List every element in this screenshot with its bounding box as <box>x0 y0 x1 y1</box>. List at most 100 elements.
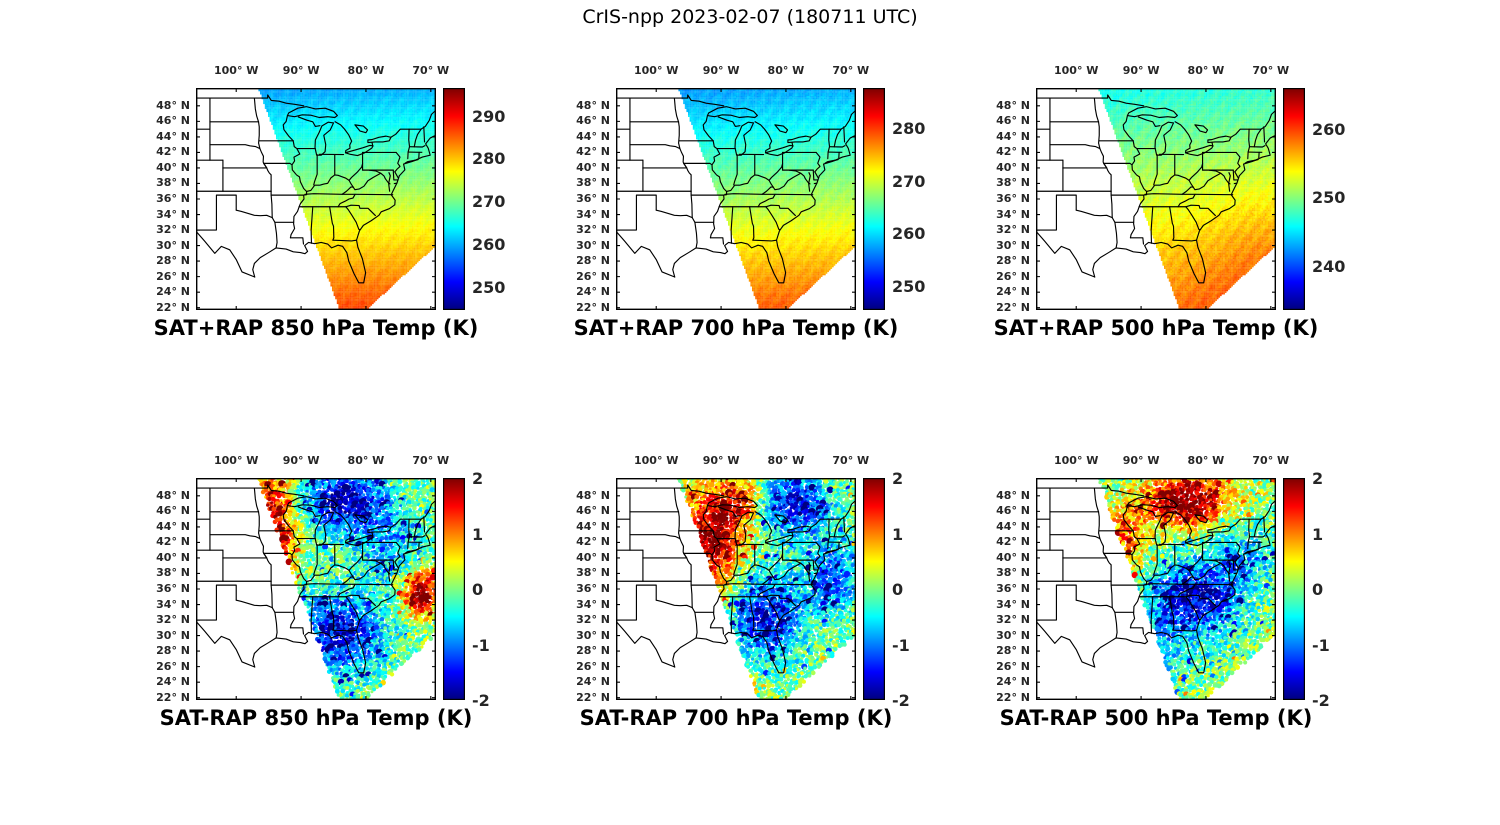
y-tick-label: 34° N <box>156 207 190 221</box>
x-tick-label: 100° W <box>213 454 259 467</box>
colorbar-tick-label: -2 <box>892 691 910 710</box>
y-tick-label: 28° N <box>576 254 610 268</box>
colorbar-tick-label: -2 <box>1312 691 1330 710</box>
colorbar-tick-label: 2 <box>892 469 904 488</box>
colorbar-tick-label: -1 <box>1312 635 1330 655</box>
x-tick-label: 70° W <box>832 64 870 77</box>
y-tick-label: 28° N <box>156 644 190 658</box>
colorbar-tick-label: 2 <box>1312 469 1324 488</box>
panel-sat-minus-rap-700: SAT-RAP 700 hPa Temp (K) 100° W 90° W 80° … <box>552 444 944 742</box>
y-tick-label: 48° N <box>996 488 1030 502</box>
x-tick-label: 70° W <box>412 454 450 467</box>
colorbar-tick-label: 2 <box>472 469 484 488</box>
y-tick-label: 26° N <box>996 269 1030 283</box>
colorbar-tick-label: -1 <box>892 635 910 655</box>
y-tick-label: 24° N <box>576 285 610 299</box>
colorbar-canvas <box>1283 478 1305 700</box>
y-tick-label: 36° N <box>576 192 610 205</box>
panel-title: SAT+RAP 850 hPa Temp (K) <box>153 316 479 340</box>
y-tick-label: 48° N <box>156 488 190 502</box>
y-tick-label: 42° N <box>576 535 610 549</box>
colorbar-canvas <box>863 478 885 700</box>
x-tick-label: 90° W <box>702 64 740 77</box>
x-tick-label: 90° W <box>282 454 320 467</box>
figure-title: CrIS-npp 2023-02-07 (180711 UTC) <box>582 6 918 28</box>
map-canvas <box>616 478 856 700</box>
y-tick-label: 40° N <box>576 160 610 174</box>
x-tick-label: 100° W <box>213 64 259 77</box>
colorbar-tick-label: 0 <box>472 580 484 599</box>
y-tick-label: 40° N <box>156 550 190 564</box>
y-tick-label: 26° N <box>996 659 1030 673</box>
y-tick-label: 42° N <box>996 145 1030 159</box>
y-tick-label: 40° N <box>996 550 1030 564</box>
y-tick-label: 36° N <box>576 582 610 595</box>
y-tick-label: 26° N <box>576 659 610 673</box>
colorbar-canvas <box>443 88 465 310</box>
panel-title: SAT-RAP 700 hPa Temp (K) <box>579 706 893 730</box>
colorbar-tick-label: 280 <box>892 118 926 138</box>
y-tick-label: 44° N <box>996 519 1030 533</box>
colorbar-tick-label: 270 <box>472 192 506 212</box>
x-tick-label: 100° W <box>633 64 679 77</box>
x-tick-label: 90° W <box>282 64 320 77</box>
x-tick-label: 70° W <box>1252 64 1290 77</box>
y-tick-label: 30° N <box>156 238 190 252</box>
panel-sat-minus-rap-850: SAT-RAP 850 hPa Temp (K) 100° W 90° W 80° … <box>132 444 524 742</box>
y-tick-label: 40° N <box>576 550 610 564</box>
y-tick-label: 24° N <box>996 285 1030 299</box>
y-tick-label: 48° N <box>156 98 190 112</box>
y-tick-label: 38° N <box>996 176 1030 190</box>
x-tick-label: 90° W <box>1122 64 1160 77</box>
y-tick-label: 36° N <box>996 192 1030 205</box>
colorbar-tick-label: 0 <box>892 580 904 599</box>
y-tick-label: 48° N <box>576 488 610 502</box>
y-tick-label: 42° N <box>576 145 610 159</box>
panel-title: SAT+RAP 700 hPa Temp (K) <box>573 316 899 340</box>
colorbar-tick-label: 270 <box>892 171 926 191</box>
y-tick-label: 22° N <box>996 690 1030 704</box>
x-tick-label: 80° W <box>1187 454 1225 467</box>
y-tick-label: 26° N <box>156 659 190 673</box>
y-tick-label: 46° N <box>996 114 1030 128</box>
y-tick-label: 22° N <box>576 300 610 314</box>
colorbar-tick-label: 290 <box>472 106 506 126</box>
y-tick-label: 32° N <box>576 223 610 237</box>
x-tick-label: 80° W <box>767 454 805 467</box>
y-tick-label: 34° N <box>996 597 1030 611</box>
y-tick-label: 46° N <box>996 504 1030 518</box>
y-tick-label: 32° N <box>576 613 610 627</box>
y-tick-label: 34° N <box>996 207 1030 221</box>
x-tick-label: 90° W <box>1122 454 1160 467</box>
y-tick-label: 28° N <box>996 644 1030 658</box>
y-tick-label: 38° N <box>156 566 190 580</box>
y-tick-label: 32° N <box>996 223 1030 237</box>
y-tick-label: 40° N <box>156 160 190 174</box>
colorbar-canvas <box>443 478 465 700</box>
colorbar-tick-label: 250 <box>1312 188 1346 208</box>
y-tick-label: 46° N <box>156 114 190 128</box>
map-canvas <box>616 88 856 310</box>
y-tick-label: 26° N <box>576 269 610 283</box>
colorbar-tick-label: 250 <box>892 277 926 297</box>
y-tick-label: 30° N <box>576 628 610 642</box>
colorbar-tick-label: -2 <box>472 691 490 710</box>
colorbar-canvas <box>863 88 885 310</box>
colorbar-canvas <box>1283 88 1305 310</box>
panel-title: SAT+RAP 500 hPa Temp (K) <box>993 316 1319 340</box>
y-tick-label: 26° N <box>156 269 190 283</box>
y-tick-label: 38° N <box>156 176 190 190</box>
y-tick-label: 22° N <box>156 690 190 704</box>
panel-title: SAT-RAP 850 hPa Temp (K) <box>159 706 473 730</box>
y-tick-label: 32° N <box>156 613 190 627</box>
y-tick-label: 22° N <box>156 300 190 314</box>
x-tick-label: 70° W <box>832 454 870 467</box>
y-tick-label: 28° N <box>156 254 190 268</box>
y-tick-label: 30° N <box>996 628 1030 642</box>
x-tick-label: 80° W <box>767 64 805 77</box>
y-tick-label: 42° N <box>156 145 190 159</box>
panel-sat-plus-rap-700: SAT+RAP 700 hPa Temp (K) 100° W 90° W 80° … <box>552 54 944 352</box>
map-canvas <box>196 478 436 700</box>
y-tick-label: 48° N <box>996 98 1030 112</box>
